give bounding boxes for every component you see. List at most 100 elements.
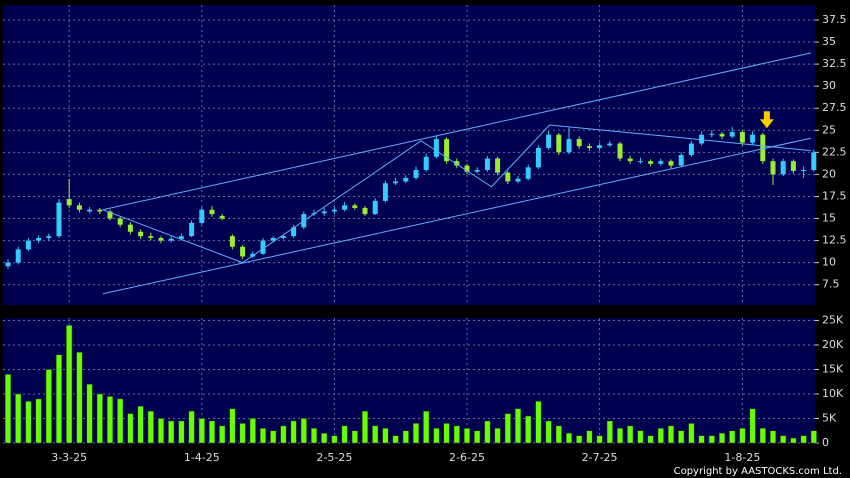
volume-bar [790, 437, 797, 444]
y-tick-label: 22.5 [822, 145, 847, 158]
candle-body [780, 161, 786, 175]
volume-bar [351, 430, 358, 444]
volume-bar [372, 425, 379, 444]
y-tick-label: 12.5 [822, 234, 847, 247]
candle-body [515, 178, 521, 182]
volume-bar [525, 415, 532, 444]
candle-body [178, 236, 184, 239]
candle-body [352, 205, 358, 208]
volume-bar [300, 418, 307, 444]
volume-bar [749, 408, 756, 444]
volume-bar [769, 430, 777, 444]
candle-body [158, 237, 164, 241]
volume-bar [688, 423, 695, 444]
candle-body [25, 240, 31, 250]
volume-bar [729, 430, 736, 444]
trendline [102, 124, 811, 264]
copyright: Copyright by AASTOCKS.com Ltd. [674, 466, 842, 477]
volume-bar [800, 435, 807, 444]
volume-bar [494, 428, 501, 444]
volume-bar [810, 430, 817, 444]
volume-bar [178, 420, 185, 444]
y-tick-label: 27.5 [822, 101, 847, 114]
volume-bar [606, 420, 613, 444]
volume-bar [443, 423, 450, 444]
candle-body [811, 152, 817, 170]
volume-bar [484, 420, 491, 444]
candle-body [464, 165, 470, 172]
candle-body [76, 205, 82, 210]
y-tick-label: 10 [822, 256, 836, 269]
y-tick-label: 20K [822, 338, 844, 351]
candle-body [719, 133, 725, 137]
candle-body [199, 209, 205, 223]
y-tick-label: 17.5 [822, 189, 847, 202]
candle-body [342, 205, 348, 210]
candle-body [362, 207, 368, 215]
volume-bar [739, 428, 746, 444]
y-tick-label: 7.5 [822, 278, 840, 291]
volume-bar [545, 420, 552, 444]
volume-bar [290, 420, 297, 444]
candle-body [382, 183, 388, 201]
candle-body [678, 155, 684, 166]
volume-bar [647, 435, 654, 444]
volume-bar [667, 425, 675, 444]
volume-bar [117, 398, 124, 444]
candle-body [790, 161, 796, 171]
volume-bar [86, 383, 93, 444]
candle-body [637, 161, 643, 163]
volume-bar [433, 428, 440, 444]
candle-body [525, 167, 531, 179]
candle-body [760, 134, 766, 162]
y-tick-label: 25K [822, 313, 844, 326]
volume-bar [759, 428, 766, 444]
volume-bar [555, 425, 562, 444]
y-tick-label: 35 [822, 35, 836, 48]
volume-bar [249, 418, 256, 444]
volume-bar [270, 430, 277, 444]
volume-bar [188, 410, 195, 444]
trendline [102, 137, 811, 295]
volume-bar [259, 428, 267, 444]
candle-body [107, 211, 113, 219]
candle-body [658, 161, 664, 164]
volume-bar [627, 425, 634, 444]
volume-bar [657, 428, 664, 444]
candle-body [168, 238, 174, 241]
candle-body [127, 224, 133, 232]
volume-bar [96, 393, 103, 444]
candle-body [280, 236, 286, 238]
candle-body [291, 227, 297, 237]
y-tick-label: 30 [822, 79, 836, 92]
candle-body [148, 236, 154, 238]
arrow [759, 111, 774, 129]
volume-bar [586, 430, 593, 444]
candle-body [219, 215, 225, 219]
volume-bar [239, 423, 246, 444]
volume-bar [157, 418, 165, 444]
candle-body [505, 172, 511, 182]
candle-body [454, 161, 460, 166]
volume-bar [168, 420, 175, 444]
volume-bar [565, 432, 573, 444]
candle-body [688, 143, 694, 155]
candle-body [97, 209, 103, 212]
candle-body [627, 158, 633, 162]
y-tick-label: 25 [822, 123, 836, 136]
volume-bar [453, 425, 460, 444]
volume-bar [423, 410, 430, 444]
candle-body [403, 177, 409, 182]
y-tick-label: 20 [822, 167, 836, 180]
candle-body [240, 246, 246, 257]
trendline [102, 52, 811, 211]
candle-body [535, 147, 541, 168]
candle-body [189, 222, 195, 237]
volume-bar [76, 352, 83, 444]
volume-bar [637, 430, 644, 444]
candle-body [607, 143, 613, 146]
candle-body [597, 145, 603, 148]
candle-body [87, 209, 93, 212]
x-tick-label: 2-5-25 [316, 451, 352, 464]
